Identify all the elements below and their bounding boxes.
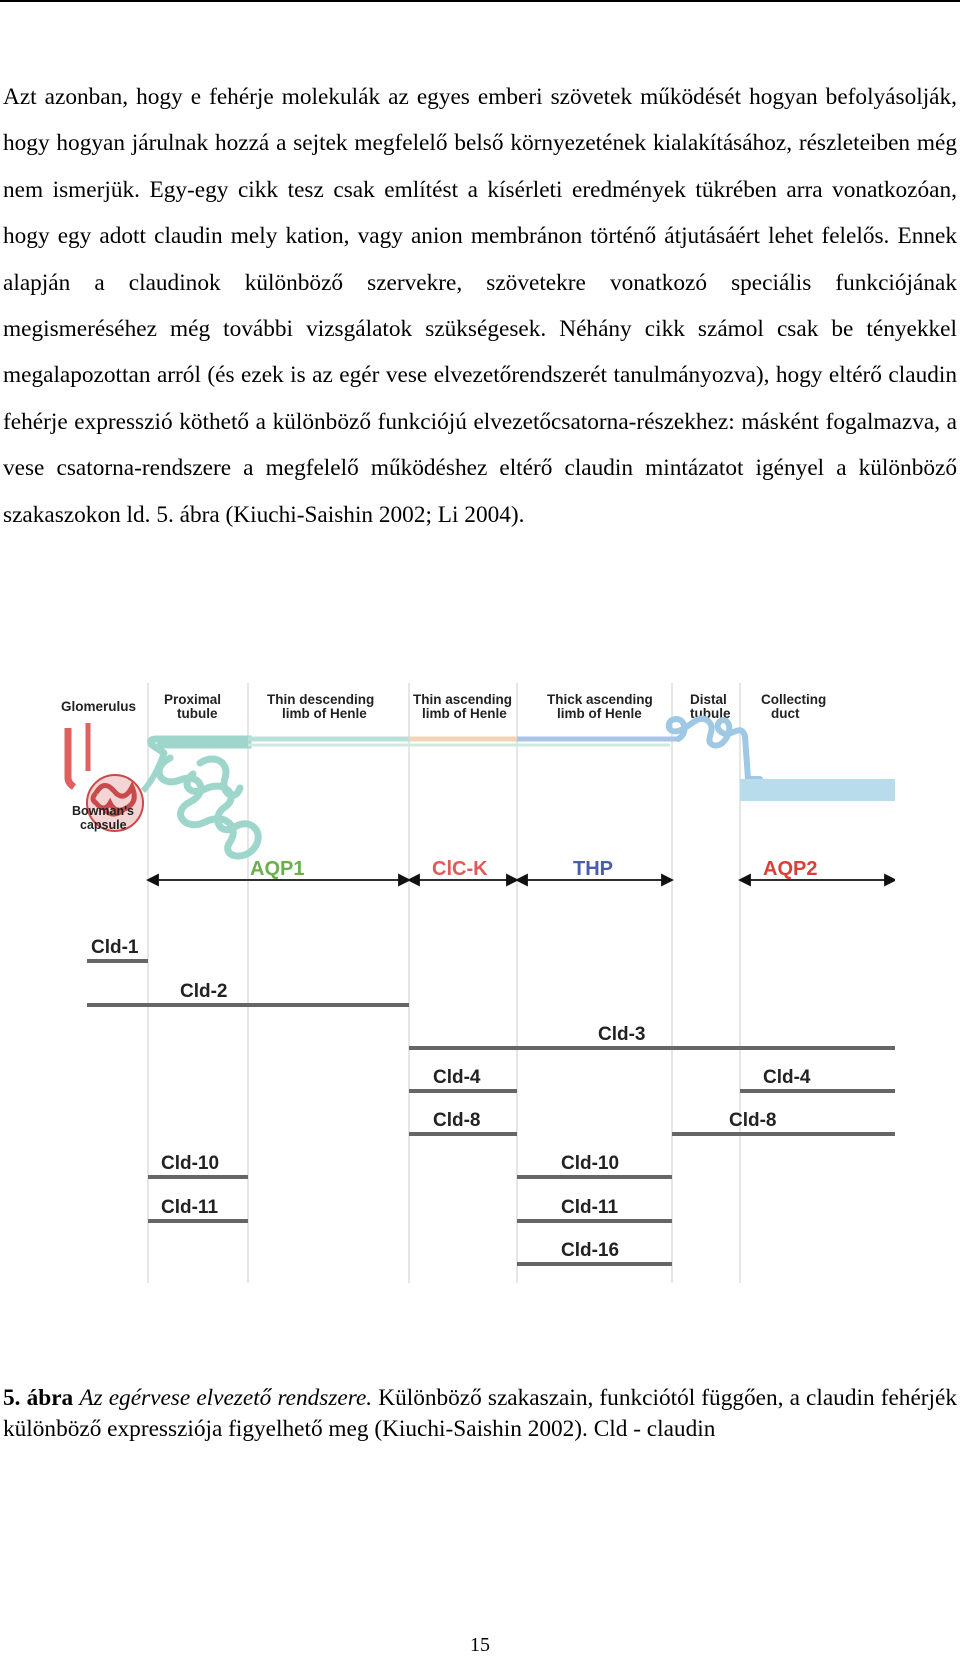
seg-1-l1: tubule — [177, 706, 218, 721]
distal-tubule-illustration — [665, 715, 763, 782]
tubule-lines — [248, 736, 678, 747]
glomerulus-illustration — [64, 723, 167, 832]
page-number: 15 — [470, 1634, 490, 1656]
marker-aqp2: AQP2 — [763, 858, 817, 880]
cld-10-label-b: Cld-10 — [561, 1153, 619, 1174]
seg-5-l0: Distal — [690, 692, 727, 707]
cld-10-label-a: Cld-10 — [161, 1153, 219, 1174]
seg-0-l0: Glomerulus — [61, 699, 136, 714]
caption-text: Különböző szakaszain, funkciótól függően… — [3, 1385, 958, 1442]
marker-arrows — [145, 873, 895, 887]
cld-4-label-a: Cld-4 — [433, 1067, 481, 1088]
cld-8-label-b: Cld-8 — [729, 1110, 777, 1131]
cld-11-label-a: Cld-11 — [161, 1197, 218, 1218]
seg-2-l0: Thin descending — [267, 692, 374, 707]
marker-thp: THP — [573, 858, 613, 880]
figure-graphic-group: AQP1 ClC-K THP AQP2 — [250, 858, 817, 880]
claudin-bars — [87, 959, 895, 1266]
nephron-claudin-diagram: Glomerulus Proximal tubule Thin descendi… — [61, 683, 895, 1283]
figure-graphic-group: Cld-1 Cld-2 Cld-3 Cld-4 Cld-4 Cld-8 Cld-… — [91, 937, 811, 1261]
cld-4-label-b: Cld-4 — [763, 1067, 811, 1088]
capsule-l1: capsule — [80, 818, 127, 832]
cld-8-label-a: Cld-8 — [433, 1110, 481, 1131]
seg-6-l1: duct — [771, 706, 800, 721]
cld-2-label: Cld-2 — [180, 981, 228, 1002]
collecting-duct-illustration — [740, 779, 895, 801]
figure-graphic-group: Glomerulus Proximal tubule Thin descendi… — [61, 692, 826, 721]
top-rule — [0, 0, 960, 2]
capsule-l0: Bowman's — [72, 804, 134, 818]
marker-clck: ClC-K — [432, 858, 488, 880]
marker-aqp1: AQP1 — [250, 858, 304, 880]
seg-1-l0: Proximal — [164, 692, 221, 707]
cld-11-label-b: Cld-11 — [561, 1197, 618, 1218]
seg-3-l1: limb of Henle — [422, 706, 507, 721]
body-paragraph: Azt azonban, hogy e fehérje molekulák az… — [3, 84, 957, 528]
seg-3-l0: Thin ascending — [413, 692, 512, 707]
figure-graphic-group: Bowman's capsule — [72, 804, 134, 832]
figure-caption: 5. ábra Az egérvese elvezető rendszere. … — [3, 1383, 957, 1444]
caption-number: 5. ábra — [3, 1385, 74, 1411]
caption-title: Az egérvese elvezető rendszere. — [79, 1385, 373, 1411]
figure-5: Glomerulus Proximal tubule Thin descendi… — [60, 683, 895, 1339]
cld-3-label: Cld-3 — [598, 1024, 646, 1045]
seg-2-l1: limb of Henle — [282, 706, 367, 721]
seg-6-l0: Collecting — [761, 692, 826, 707]
cld-16-label: Cld-16 — [561, 1240, 619, 1261]
proximal-tubule-illustration — [147, 735, 262, 860]
cld-1-label: Cld-1 — [91, 937, 139, 958]
seg-4-l1: limb of Henle — [557, 706, 642, 721]
seg-4-l0: Thick ascending — [547, 692, 653, 707]
figure-graphic-group — [147, 683, 741, 1283]
